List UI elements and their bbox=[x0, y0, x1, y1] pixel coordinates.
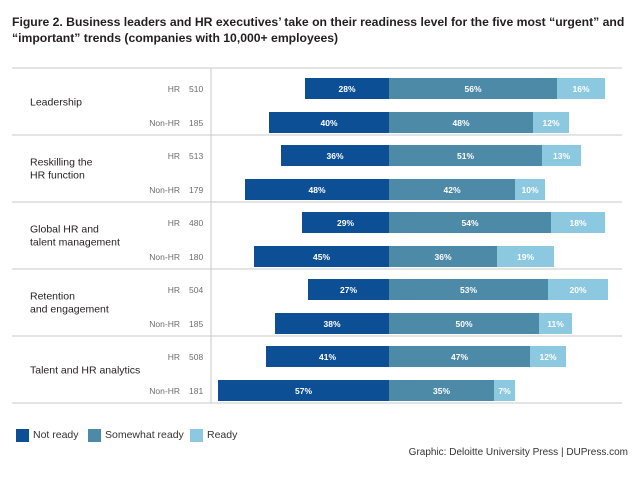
group-label: talent management bbox=[30, 237, 120, 249]
respondent-label: Non-HR bbox=[149, 386, 180, 396]
bar-ready bbox=[497, 246, 554, 267]
respondent-label: Non-HR bbox=[149, 252, 180, 262]
data-label-ready: 11% bbox=[547, 319, 564, 329]
respondent-count: 480 bbox=[189, 218, 203, 228]
respondent-count: 179 bbox=[189, 185, 203, 195]
respondent-count: 508 bbox=[189, 352, 203, 362]
data-label-somewhat-ready: 56% bbox=[464, 84, 481, 94]
bar-somewhat-ready bbox=[389, 246, 497, 267]
legend-swatch-ready bbox=[190, 429, 203, 442]
respondent-count: 504 bbox=[189, 285, 203, 295]
bar-ready bbox=[494, 380, 515, 401]
data-label-not-ready: 41% bbox=[319, 352, 336, 362]
chart-title: Figure 2. Business leaders and HR execut… bbox=[12, 15, 625, 45]
bar-not-ready bbox=[245, 179, 389, 200]
respondent-count: 180 bbox=[189, 252, 203, 262]
respondent-label: Non-HR bbox=[149, 185, 180, 195]
respondent-label: HR bbox=[168, 352, 180, 362]
respondent-count: 510 bbox=[189, 84, 203, 94]
data-label-not-ready: 40% bbox=[320, 118, 337, 128]
data-label-somewhat-ready: 51% bbox=[457, 151, 474, 161]
bar-not-ready bbox=[254, 246, 389, 267]
legend-label-somewhat-ready: Somewhat ready bbox=[105, 429, 184, 441]
bar-somewhat-ready bbox=[389, 380, 494, 401]
respondent-label: HR bbox=[168, 218, 180, 228]
data-label-somewhat-ready: 35% bbox=[433, 386, 450, 396]
bar-ready bbox=[515, 179, 545, 200]
respondent-label: HR bbox=[168, 151, 180, 161]
data-label-somewhat-ready: 42% bbox=[443, 185, 460, 195]
group-label: and engagement bbox=[30, 304, 109, 316]
legend-label-ready: Ready bbox=[207, 429, 238, 441]
bar-somewhat-ready bbox=[389, 179, 515, 200]
bar-ready bbox=[539, 313, 572, 334]
data-label-somewhat-ready: 47% bbox=[451, 352, 468, 362]
bar-not-ready bbox=[269, 112, 389, 133]
bar-somewhat-ready bbox=[389, 313, 539, 334]
group-label: Reskilling the bbox=[30, 157, 93, 169]
respondent-count: 513 bbox=[189, 151, 203, 161]
bar-somewhat-ready bbox=[389, 279, 548, 300]
data-label-ready: 20% bbox=[569, 285, 586, 295]
respondent-count: 181 bbox=[189, 386, 203, 396]
data-label-not-ready: 38% bbox=[323, 319, 340, 329]
data-label-ready: 7% bbox=[498, 386, 511, 396]
data-label-not-ready: 48% bbox=[308, 185, 325, 195]
respondent-label: Non-HR bbox=[149, 319, 180, 329]
bar-somewhat-ready bbox=[389, 346, 530, 367]
data-label-not-ready: 29% bbox=[337, 218, 354, 228]
bar-ready bbox=[533, 112, 569, 133]
bar-ready bbox=[530, 346, 566, 367]
data-label-somewhat-ready: 48% bbox=[452, 118, 469, 128]
bar-somewhat-ready bbox=[389, 112, 533, 133]
data-label-ready: 12% bbox=[542, 118, 559, 128]
respondent-label: Non-HR bbox=[149, 118, 180, 128]
data-label-ready: 16% bbox=[572, 84, 589, 94]
data-label-somewhat-ready: 53% bbox=[460, 285, 477, 295]
bar-not-ready bbox=[308, 279, 389, 300]
bar-ready bbox=[557, 78, 605, 99]
source-credit: Graphic: Deloitte University Press | DUP… bbox=[408, 447, 628, 458]
bar-somewhat-ready bbox=[389, 78, 557, 99]
bar-ready bbox=[542, 145, 581, 166]
data-label-somewhat-ready: 54% bbox=[461, 218, 478, 228]
group-label: Leadership bbox=[30, 97, 82, 109]
bar-not-ready bbox=[302, 212, 389, 233]
data-label-somewhat-ready: 50% bbox=[455, 319, 472, 329]
bar-not-ready bbox=[275, 313, 389, 334]
data-label-ready: 18% bbox=[569, 218, 586, 228]
data-label-ready: 13% bbox=[553, 151, 570, 161]
data-label-ready: 12% bbox=[539, 352, 556, 362]
bar-somewhat-ready bbox=[389, 145, 542, 166]
group-label: Global HR and bbox=[30, 224, 99, 236]
data-label-not-ready: 57% bbox=[295, 386, 312, 396]
group-label: Talent and HR analytics bbox=[30, 365, 140, 377]
data-label-somewhat-ready: 36% bbox=[434, 252, 451, 262]
bar-ready bbox=[551, 212, 605, 233]
respondent-label: HR bbox=[168, 84, 180, 94]
legend-swatch-somewhat-ready bbox=[88, 429, 101, 442]
data-label-not-ready: 28% bbox=[338, 84, 355, 94]
data-label-ready: 10% bbox=[521, 185, 538, 195]
respondent-label: HR bbox=[168, 285, 180, 295]
group-label: HR function bbox=[30, 170, 85, 182]
bar-not-ready bbox=[266, 346, 389, 367]
respondent-count: 185 bbox=[189, 319, 203, 329]
bar-somewhat-ready bbox=[389, 212, 551, 233]
bar-not-ready bbox=[218, 380, 389, 401]
group-label: Retention bbox=[30, 291, 75, 303]
data-label-ready: 19% bbox=[517, 252, 534, 262]
legend-label-not-ready: Not ready bbox=[33, 429, 79, 441]
respondent-count: 185 bbox=[189, 118, 203, 128]
data-label-not-ready: 27% bbox=[340, 285, 357, 295]
data-label-not-ready: 45% bbox=[313, 252, 330, 262]
bar-ready bbox=[548, 279, 608, 300]
data-label-not-ready: 36% bbox=[326, 151, 343, 161]
bar-not-ready bbox=[281, 145, 389, 166]
bar-not-ready bbox=[305, 78, 389, 99]
legend-swatch-not-ready bbox=[16, 429, 29, 442]
